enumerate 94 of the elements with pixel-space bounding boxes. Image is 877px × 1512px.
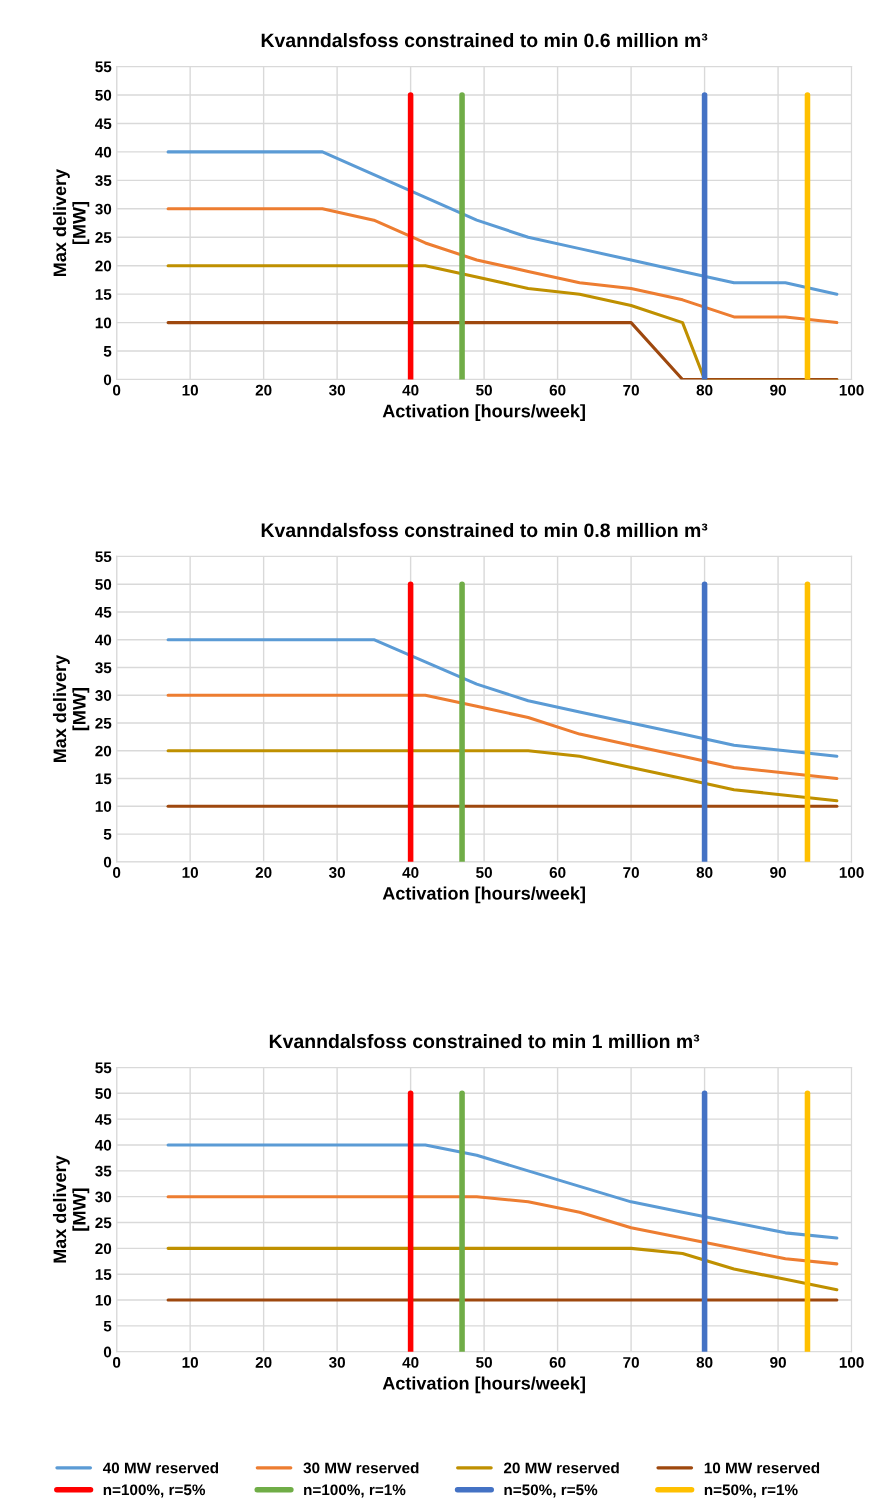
y-tick-label: 45	[95, 606, 112, 618]
x-tick-label: 50	[476, 867, 492, 878]
legend-label: n=50%, r=5%	[504, 1484, 598, 1498]
x-tick-label: 50	[476, 1356, 492, 1368]
y-tick-label: 55	[95, 551, 112, 563]
y-tick-label: 50	[95, 89, 112, 101]
x-tick-label: 80	[696, 867, 713, 878]
x-tick-label: 10	[182, 1356, 198, 1368]
x-tick-label: 100	[839, 867, 864, 878]
y-tick-label: 30	[95, 690, 112, 701]
x-tick-label: 40	[402, 384, 419, 396]
line-series	[166, 749, 839, 803]
x-tick-label: 20	[255, 1356, 272, 1368]
line-series	[166, 207, 839, 325]
x-tick-label: 100	[839, 384, 864, 396]
y-tick-label: 35	[95, 1165, 112, 1177]
x-tick-label: 10	[182, 867, 198, 878]
y-tick-label: 30	[95, 1191, 112, 1203]
y-tick-label: 0	[103, 1346, 112, 1358]
y-tick-label: 5	[103, 1320, 112, 1332]
x-tick-label: 20	[255, 867, 272, 878]
line-series	[166, 693, 839, 781]
x-tick-label: 90	[770, 867, 786, 878]
x-axis-title: Activation [hours/week]	[382, 1376, 585, 1394]
y-tick-label: 35	[95, 662, 112, 674]
y-tick-label: 10	[95, 1294, 112, 1306]
line-series	[166, 1195, 839, 1266]
y-tick-label: 15	[95, 1269, 112, 1280]
x-tick-label: 30	[328, 867, 345, 878]
y-tick-label: 45	[95, 118, 112, 130]
y-tick-label: 20	[95, 1243, 112, 1255]
y-tick-label: 15	[95, 289, 112, 300]
legend-label: n=50%, r=1%	[704, 1484, 798, 1498]
chart-title: Kvanndalsfoss constrained to min 1 million m³	[269, 1033, 700, 1049]
x-tick-label: 90	[770, 384, 786, 396]
y-tick-label: 50	[95, 1088, 112, 1099]
x-tick-label: 30	[328, 384, 345, 396]
x-tick-label: 40	[402, 1356, 419, 1368]
chart-title: Kvanndalsfoss constrained to min 0.8 million m³	[261, 522, 708, 538]
x-tick-label: 60	[549, 867, 566, 878]
x-tick-label: 40	[402, 867, 419, 878]
y-axis-title: Max delivery [MW]	[52, 1155, 90, 1263]
y-tick-label: 0	[103, 856, 112, 868]
legend-label: 20 MW reserved	[503, 1462, 619, 1474]
y-tick-label: 35	[95, 175, 112, 187]
y-tick-label: 50	[95, 579, 112, 590]
y-tick-label: 25	[95, 232, 112, 243]
x-tick-label: 10	[182, 384, 198, 396]
chart-title: Kvanndalsfoss constrained to min 0.6 million m³	[261, 32, 708, 48]
y-axis-title: Max delivery [MW]	[52, 168, 90, 277]
y-tick-label: 20	[95, 745, 112, 757]
y-tick-label: 10	[95, 801, 112, 812]
x-tick-label: 0	[113, 867, 121, 878]
y-tick-label: 5	[103, 829, 112, 840]
line-series	[166, 1143, 839, 1240]
y-tick-label: 25	[95, 717, 112, 729]
x-axis-title: Activation [hours/week]	[382, 404, 585, 421]
y-tick-label: 45	[95, 1114, 112, 1125]
y-tick-label: 25	[95, 1217, 112, 1229]
x-tick-label: 0	[113, 384, 121, 396]
legend-label: 40 MW reserved	[102, 1462, 219, 1474]
y-tick-label: 40	[95, 634, 112, 646]
x-tick-label: 20	[255, 384, 272, 396]
x-axis-title: Activation [hours/week]	[382, 886, 585, 904]
x-tick-label: 100	[839, 1356, 864, 1368]
line-series	[166, 150, 839, 296]
x-tick-label: 0	[113, 1356, 121, 1368]
legend-label: 30 MW reserved	[303, 1462, 419, 1474]
legend-label: n=100%, r=5%	[103, 1484, 206, 1498]
x-tick-label: 90	[770, 1356, 786, 1368]
x-tick-label: 30	[328, 1356, 345, 1368]
y-tick-label: 0	[103, 374, 112, 386]
y-tick-label: 55	[95, 61, 112, 73]
x-tick-label: 60	[549, 1356, 566, 1368]
x-tick-label: 70	[623, 384, 639, 396]
x-tick-label: 80	[696, 1356, 713, 1368]
x-tick-label: 70	[623, 867, 639, 878]
y-tick-label: 40	[95, 1139, 112, 1151]
legend-label: n=100%, r=1%	[304, 1484, 406, 1498]
y-tick-label: 15	[95, 773, 112, 785]
x-tick-label: 80	[696, 384, 713, 396]
legend-label: 10 MW reserved	[704, 1462, 820, 1474]
line-series	[166, 638, 839, 758]
y-tick-label: 30	[95, 203, 112, 215]
y-tick-label: 55	[95, 1062, 112, 1074]
x-tick-label: 60	[549, 384, 566, 396]
y-tick-label: 10	[95, 317, 112, 329]
x-tick-label: 70	[623, 1356, 639, 1368]
x-tick-label: 50	[476, 384, 492, 396]
line-series	[166, 1246, 839, 1292]
y-tick-label: 40	[95, 146, 112, 158]
y-tick-label: 5	[103, 346, 112, 357]
y-axis-title: Max delivery [MW]	[52, 655, 90, 763]
y-tick-label: 20	[95, 260, 112, 272]
